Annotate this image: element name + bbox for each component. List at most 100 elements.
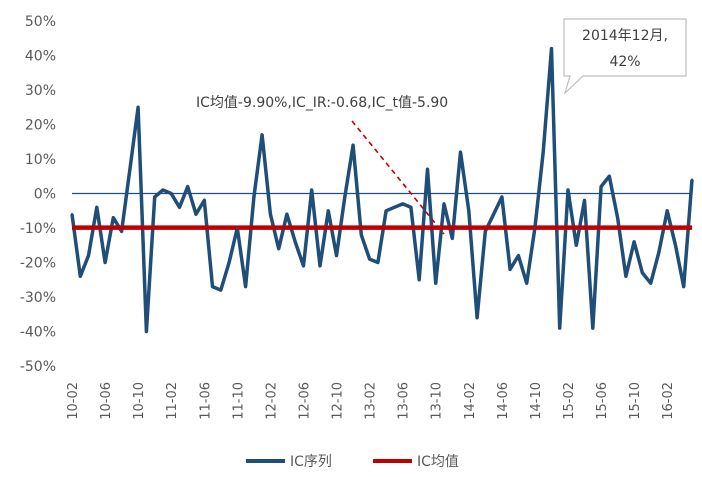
ic-data-point bbox=[236, 226, 239, 230]
x-tick-label: 14-10 bbox=[529, 382, 544, 420]
ic-data-point bbox=[327, 209, 330, 212]
ic-data-point bbox=[194, 213, 198, 216]
annotation-dashed-arrow bbox=[351, 120, 445, 235]
ic-data-point bbox=[690, 178, 694, 181]
ic-data-point bbox=[227, 261, 231, 264]
ic-data-point bbox=[393, 206, 396, 209]
callout-line1: 2014年12月, bbox=[582, 28, 668, 44]
x-tick-label: 13-02 bbox=[364, 382, 379, 420]
ic-data-point bbox=[145, 330, 148, 333]
ic-data-point bbox=[95, 206, 99, 209]
ic-data-point bbox=[136, 106, 140, 109]
ic-data-point bbox=[434, 282, 437, 285]
x-tick-label: 10-10 bbox=[132, 382, 147, 420]
ic-data-point bbox=[153, 195, 156, 199]
ic-data-point bbox=[120, 230, 123, 233]
ic-data-point bbox=[475, 316, 479, 319]
ic-data-point bbox=[360, 233, 363, 237]
x-tick-label: 13-10 bbox=[430, 382, 445, 420]
ic-data-point bbox=[310, 188, 313, 192]
ic-data-point bbox=[418, 278, 421, 281]
ic-data-point bbox=[616, 216, 619, 219]
ic-data-point bbox=[103, 261, 107, 264]
peak-callout: 2014年12月, 42% bbox=[563, 18, 687, 95]
ic-series-points bbox=[70, 47, 694, 333]
x-tick-label: 12-02 bbox=[264, 382, 279, 420]
ic-data-point bbox=[128, 168, 132, 171]
ic-data-point bbox=[269, 213, 272, 216]
callout-line2: 42% bbox=[609, 54, 640, 70]
ic-stats-annotation: IC均值-9.90%,IC_IR:-0.68,IC_t值-5.90 bbox=[196, 95, 448, 111]
ic-data-point bbox=[170, 192, 173, 195]
ic-data-point bbox=[426, 168, 429, 171]
ic-data-point bbox=[500, 195, 504, 199]
ic-data-point bbox=[211, 285, 214, 288]
x-tick-label: 14-02 bbox=[463, 382, 478, 420]
ic-data-point bbox=[525, 282, 528, 285]
legend: IC序列 IC均值 bbox=[246, 454, 459, 470]
ic-data-point bbox=[318, 264, 322, 268]
ic-data-point bbox=[79, 275, 82, 278]
ic-data-point bbox=[632, 240, 636, 243]
ic-data-point bbox=[550, 47, 553, 50]
ic-data-point bbox=[244, 285, 247, 288]
ic-data-point bbox=[649, 282, 652, 285]
y-tick-label: -50% bbox=[20, 359, 56, 375]
x-tick-label: 14-06 bbox=[496, 382, 511, 420]
ic-data-point bbox=[517, 254, 520, 257]
x-tick-label: 15-02 bbox=[562, 382, 577, 420]
ic-data-point bbox=[583, 199, 586, 202]
x-tick-label: 16-02 bbox=[661, 382, 676, 420]
ic-data-point bbox=[451, 237, 454, 240]
ic-data-point bbox=[343, 195, 346, 199]
legend-label-ic-mean: IC均值 bbox=[417, 454, 459, 470]
x-tick-label: 10-06 bbox=[99, 382, 114, 420]
ic-data-point bbox=[112, 216, 115, 219]
x-tick-label: 11-02 bbox=[165, 382, 180, 420]
x-tick-label: 10-02 bbox=[66, 382, 81, 420]
legend-label-ic-series: IC序列 bbox=[290, 454, 332, 470]
y-tick-label: 10% bbox=[25, 152, 56, 168]
ic-data-point bbox=[674, 244, 677, 247]
y-tick-label: 30% bbox=[25, 83, 56, 99]
ic-data-point bbox=[508, 268, 512, 271]
ic-data-point bbox=[682, 285, 685, 288]
ic-data-point bbox=[285, 213, 289, 216]
y-tick-label: 50% bbox=[25, 14, 56, 30]
y-axis: 50% 40% 30% 20% 10% 0% -10% -20% -30% -40% -50% bbox=[20, 14, 56, 375]
y-tick-label: -20% bbox=[20, 256, 56, 272]
ic-data-point bbox=[459, 150, 462, 154]
y-tick-label: 0% bbox=[34, 187, 56, 203]
ic-data-point bbox=[608, 175, 611, 178]
x-tick-label: 15-06 bbox=[595, 382, 610, 420]
ic-data-point bbox=[219, 288, 222, 292]
ic-data-point bbox=[599, 185, 603, 188]
x-tick-label: 13-06 bbox=[397, 382, 412, 420]
ic-series-line bbox=[70, 46, 694, 334]
y-tick-label: -10% bbox=[20, 221, 56, 237]
ic-data-point bbox=[591, 326, 594, 330]
callout-box bbox=[563, 18, 687, 95]
ic-data-point bbox=[409, 206, 413, 209]
ic-data-point bbox=[302, 264, 305, 268]
ic-data-point bbox=[294, 240, 297, 243]
ic-data-point bbox=[533, 226, 537, 230]
ic-data-point bbox=[161, 188, 165, 192]
ic-data-point bbox=[442, 202, 446, 206]
x-tick-label: 12-10 bbox=[331, 382, 346, 420]
x-tick-label: 11-10 bbox=[231, 382, 246, 420]
ic-data-point bbox=[401, 202, 404, 206]
ic-data-point bbox=[277, 247, 280, 250]
ic-data-point bbox=[666, 209, 669, 212]
x-tick-label: 11-06 bbox=[198, 382, 213, 420]
ic-data-point bbox=[335, 254, 338, 257]
ic-data-point bbox=[70, 213, 74, 216]
y-tick-label: 20% bbox=[25, 118, 56, 134]
ic-data-point bbox=[376, 261, 380, 264]
ic-data-point bbox=[368, 257, 371, 261]
ic-data-point bbox=[252, 195, 256, 199]
y-tick-label: -30% bbox=[20, 290, 56, 306]
ic-data-point bbox=[558, 326, 561, 330]
x-tick-label: 12-06 bbox=[297, 382, 312, 420]
ic-data-point bbox=[203, 199, 206, 202]
